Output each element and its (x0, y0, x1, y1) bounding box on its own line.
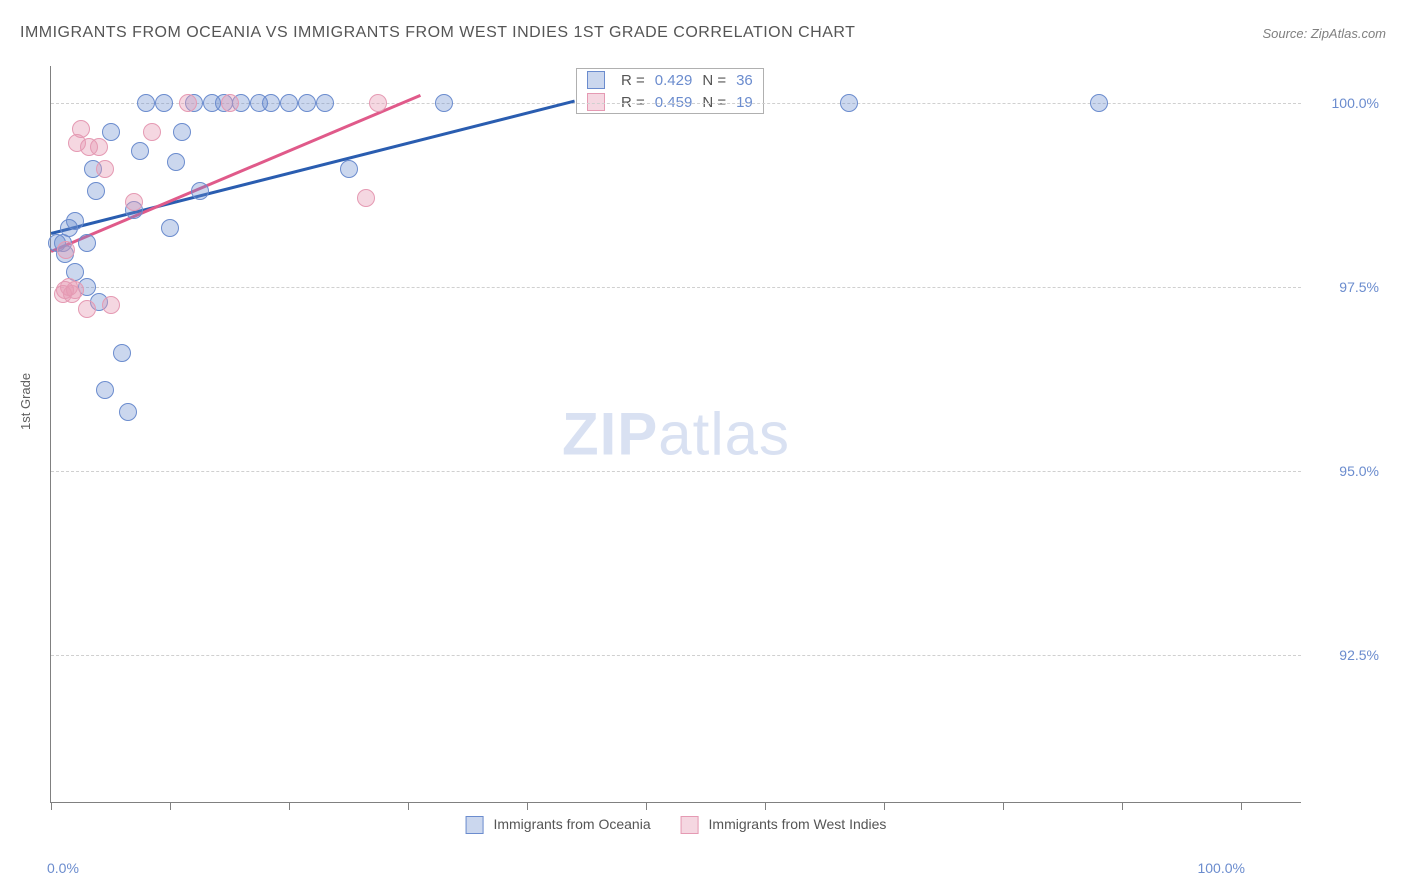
n-value-oceania: 36 (736, 72, 753, 89)
ytick-label: 100.0% (1319, 95, 1379, 111)
r-label: R = (621, 72, 645, 89)
xtick (289, 802, 290, 810)
xtick (646, 802, 647, 810)
n-label: N = (702, 72, 726, 89)
marker-oceania (113, 344, 131, 362)
xtick (527, 802, 528, 810)
marker-oceania (119, 403, 137, 421)
marker-oceania (840, 94, 858, 112)
xtick (51, 802, 52, 810)
marker-oceania (87, 182, 105, 200)
stats-legend: R = 0.429 N = 36 R = 0.459 N = 19 (576, 68, 764, 114)
ytick-label: 95.0% (1319, 463, 1379, 479)
plot-area: ZIPatlas R = 0.429 N = 36 R = 0.459 N = … (50, 66, 1301, 803)
marker-oceania (280, 94, 298, 112)
swatch-westindies-icon (681, 816, 699, 834)
marker-west_indies (125, 193, 143, 211)
marker-oceania (161, 219, 179, 237)
ytick-label: 92.5% (1319, 647, 1379, 663)
swatch-oceania-icon (587, 71, 605, 89)
marker-west_indies (357, 189, 375, 207)
marker-oceania (435, 94, 453, 112)
marker-west_indies (72, 120, 90, 138)
marker-oceania (191, 182, 209, 200)
marker-oceania (78, 234, 96, 252)
marker-oceania (316, 94, 334, 112)
marker-west_indies (143, 123, 161, 141)
marker-oceania (155, 94, 173, 112)
marker-west_indies (102, 296, 120, 314)
r-value-oceania: 0.429 (655, 72, 693, 89)
xtick (1122, 802, 1123, 810)
source-label: Source: ZipAtlas.com (1262, 26, 1386, 41)
legend-item-oceania: Immigrants from Oceania (466, 816, 651, 834)
marker-oceania (298, 94, 316, 112)
marker-west_indies (96, 160, 114, 178)
marker-oceania (131, 142, 149, 160)
ytick-label: 97.5% (1319, 279, 1379, 295)
watermark: ZIPatlas (562, 400, 790, 469)
xtick-label: 100.0% (1197, 860, 1244, 876)
marker-oceania (1090, 94, 1108, 112)
gridline (51, 655, 1301, 656)
swatch-oceania-icon (466, 816, 484, 834)
gridline (51, 471, 1301, 472)
legend-label-oceania: Immigrants from Oceania (493, 816, 650, 832)
xtick (170, 802, 171, 810)
bottom-legend: Immigrants from Oceania Immigrants from … (466, 816, 887, 834)
watermark-bold: ZIP (562, 401, 658, 468)
chart-title: IMMIGRANTS FROM OCEANIA VS IMMIGRANTS FR… (20, 24, 855, 42)
marker-oceania (96, 381, 114, 399)
marker-west_indies (369, 94, 387, 112)
marker-oceania (173, 123, 191, 141)
marker-west_indies (57, 241, 75, 259)
marker-oceania (340, 160, 358, 178)
xtick (884, 802, 885, 810)
gridline (51, 287, 1301, 288)
xtick (1003, 802, 1004, 810)
marker-oceania (102, 123, 120, 141)
marker-oceania (137, 94, 155, 112)
xtick (1241, 802, 1242, 810)
watermark-light: atlas (658, 401, 790, 468)
legend-label-westindies: Immigrants from West Indies (709, 816, 887, 832)
marker-west_indies (78, 300, 96, 318)
marker-west_indies (179, 94, 197, 112)
marker-oceania (167, 153, 185, 171)
marker-oceania (262, 94, 280, 112)
stats-row-oceania: R = 0.429 N = 36 (577, 69, 763, 91)
y-axis-label: 1st Grade (18, 373, 33, 430)
marker-oceania (66, 212, 84, 230)
marker-west_indies (90, 138, 108, 156)
xtick-label: 0.0% (47, 860, 79, 876)
xtick (765, 802, 766, 810)
legend-item-westindies: Immigrants from West Indies (681, 816, 887, 834)
marker-west_indies (66, 281, 84, 299)
marker-west_indies (221, 94, 239, 112)
xtick (408, 802, 409, 810)
